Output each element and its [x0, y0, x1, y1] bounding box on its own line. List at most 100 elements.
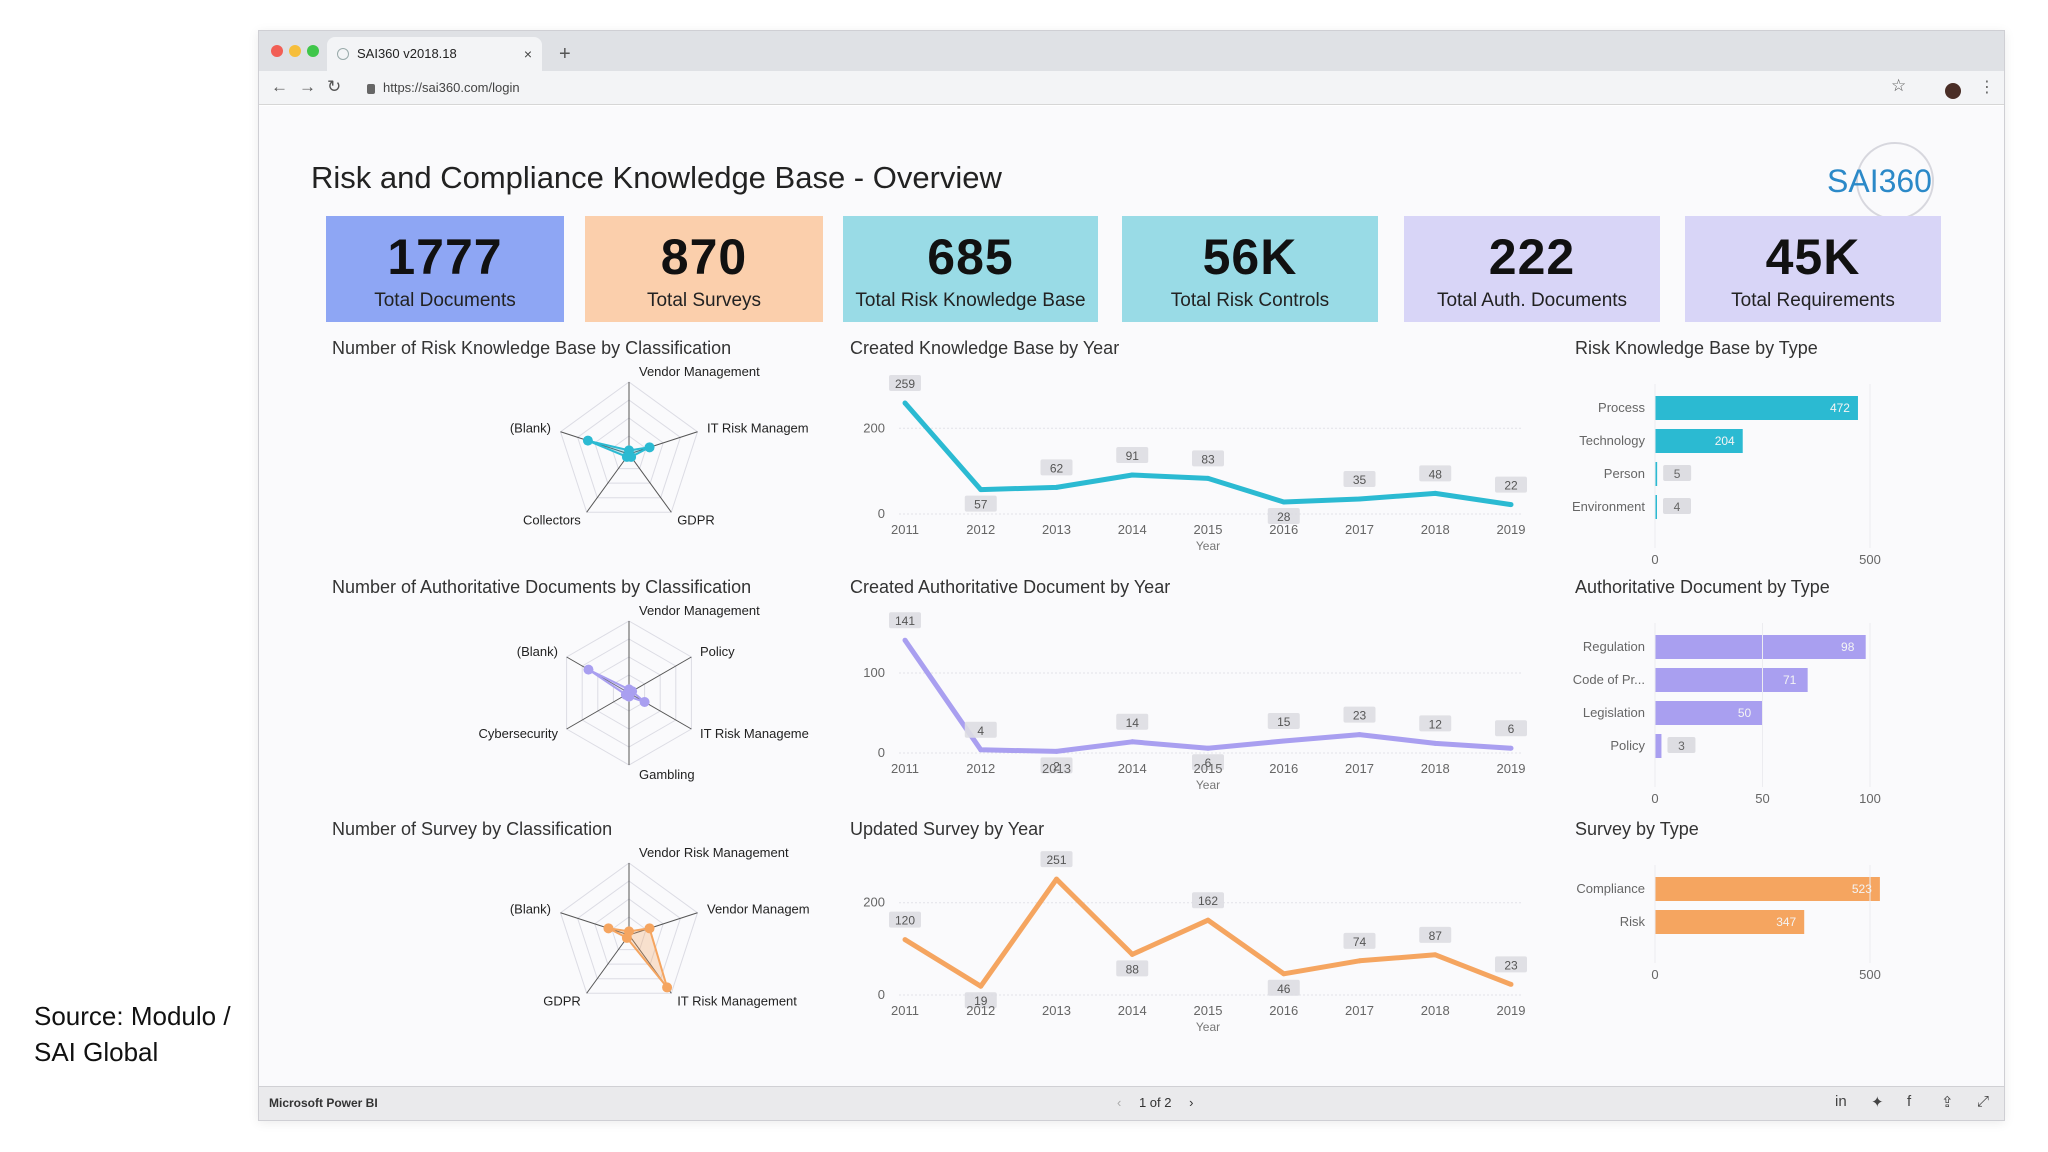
y-tick-label: 200: [863, 895, 885, 910]
data-point: [1508, 745, 1514, 751]
kpi-card[interactable]: 1777 Total Documents: [326, 216, 564, 322]
fullscreen-icon[interactable]: ⤢: [1977, 1093, 1990, 1110]
radar-axis-label: IT Risk Management: [707, 421, 809, 436]
kpi-card[interactable]: 222 Total Auth. Documents: [1404, 216, 1660, 322]
reload-icon[interactable]: ↻: [327, 77, 342, 96]
x-tick-label: 2019: [1497, 522, 1526, 537]
x-tick-label: 0: [1651, 552, 1658, 564]
url-text: https://sai360.com/login: [383, 80, 520, 95]
close-window-icon[interactable]: [271, 45, 283, 57]
kpi-card[interactable]: 685 Total Risk Knowledge Base: [843, 216, 1098, 322]
x-tick-label: 2011: [891, 1003, 919, 1018]
data-point: [978, 747, 984, 753]
forward-icon[interactable]: →: [299, 77, 316, 96]
radar-series-area: [587, 668, 646, 703]
chart-title: Number of Risk Knowledge Base by Classif…: [332, 338, 732, 358]
data-label: 14: [1126, 716, 1140, 730]
data-label-box: [1495, 476, 1527, 493]
radar-chart[interactable]: Vendor Management IT Risk Management GDPR C…: [329, 364, 809, 559]
data-point: [1432, 952, 1438, 958]
bar: [1655, 910, 1805, 934]
radar-point: [620, 689, 631, 700]
radar-axis-label: Vendor Risk Management: [639, 845, 789, 860]
maximize-window-icon[interactable]: [307, 45, 319, 57]
data-label-box: [1343, 706, 1376, 723]
share-icon[interactable]: ⇪: [1941, 1094, 1954, 1111]
data-point: [1054, 876, 1059, 882]
kpi-card[interactable]: 45K Total Requirements: [1685, 216, 1941, 322]
bar-category-label: Process: [1598, 400, 1645, 415]
browser-tab[interactable]: SAI360 v2018.18 ×: [327, 37, 542, 71]
bar: [1655, 701, 1763, 725]
x-tick-label: 2012: [966, 522, 995, 537]
profile-avatar[interactable]: [1945, 83, 1961, 99]
x-tick-label: 2013: [1042, 761, 1071, 776]
browser-menu-icon[interactable]: ⋮: [1979, 79, 1995, 96]
line-chart[interactable]: 0200259201157201262201391201483201528201…: [845, 364, 1535, 564]
report-canvas: Risk and Compliance Knowledge Base - Ove…: [259, 106, 2004, 1086]
radar-point: [644, 442, 655, 453]
data-label-box: [1116, 447, 1149, 463]
data-label: 347: [1776, 915, 1796, 929]
radar-axis-label: GDPR: [543, 993, 581, 1008]
data-point: [1432, 490, 1438, 496]
bar-chart[interactable]: Compliance 523 Risk 347 0 500: [1569, 845, 1949, 1045]
data-label-box: [1192, 450, 1224, 467]
x-tick-label: 2012: [966, 1003, 995, 1018]
kpi-label: Total Risk Knowledge Base: [855, 290, 1086, 311]
radar-axis: [628, 431, 698, 455]
x-tick-label: 2011: [891, 522, 919, 537]
radar-point: [662, 982, 673, 993]
data-label: 6: [1205, 756, 1212, 770]
data-label: 12: [1429, 717, 1443, 731]
chart-title: Survey by Type: [1575, 819, 1699, 839]
radar-axis: [628, 692, 692, 730]
data-point: [902, 400, 908, 406]
radar-axis-label: IT Risk Management: [700, 726, 809, 741]
minimize-window-icon[interactable]: [289, 45, 301, 57]
data-label: 88: [1126, 962, 1140, 976]
bar: [1655, 396, 1858, 420]
x-tick-label: 2016: [1269, 1003, 1298, 1018]
y-tick-label: 0: [878, 506, 885, 521]
data-label: 2: [1053, 759, 1060, 773]
bar-chart[interactable]: Regulation 98 Code of Pr... 71 Legislation 50…: [1569, 603, 1949, 803]
x-tick-label: 2015: [1194, 1003, 1223, 1018]
new-tab-button[interactable]: +: [559, 43, 571, 65]
data-point: [978, 983, 984, 989]
data-label-box: [1116, 713, 1149, 730]
url-field[interactable]: https://sai360.com/login: [367, 76, 520, 100]
kpi-card[interactable]: 56K Total Risk Controls: [1122, 216, 1378, 322]
data-label-box: [1663, 498, 1691, 514]
data-label-box: [1192, 754, 1224, 771]
radar-point: [603, 923, 614, 934]
prev-page-icon[interactable]: ‹: [1117, 1095, 1122, 1110]
data-label: 162: [1198, 894, 1218, 908]
bar-chart[interactable]: Process 472 Technology 204 Person 5 Environmen…: [1569, 364, 1949, 564]
data-label: 71: [1783, 673, 1797, 687]
kpi-card[interactable]: 870 Total Surveys: [585, 216, 823, 322]
radar-axis-label: Policy: [700, 644, 735, 659]
data-label-box: [1419, 465, 1452, 482]
bar: [1655, 668, 1808, 692]
back-icon[interactable]: ←: [271, 77, 288, 96]
linkedin-icon[interactable]: in: [1835, 1093, 1847, 1110]
tab-close-icon[interactable]: ×: [523, 46, 532, 62]
bookmark-star-icon[interactable]: ☆: [1891, 76, 1907, 95]
data-label: 15: [1277, 715, 1291, 729]
chart-title: Authoritative Document by Type: [1575, 577, 1830, 597]
radar-axis: [560, 912, 630, 936]
radar-chart[interactable]: Vendor Management Policy IT Risk Managemen…: [329, 603, 809, 798]
chart-title: Number of Survey by Classification: [332, 819, 613, 839]
y-tick-label: 100: [863, 665, 885, 680]
twitter-icon[interactable]: ✦: [1871, 1094, 1884, 1111]
facebook-icon[interactable]: f: [1907, 1093, 1912, 1110]
chart-title: Risk Knowledge Base by Type: [1575, 338, 1818, 358]
radar-axis-label: Vendor Management: [639, 603, 760, 618]
y-tick-label: 0: [878, 987, 885, 1002]
x-tick-label: 2014: [1118, 761, 1147, 776]
radar-chart[interactable]: Vendor Risk Management Vendor Managem... I…: [329, 845, 809, 1040]
next-page-icon[interactable]: ›: [1189, 1095, 1194, 1110]
